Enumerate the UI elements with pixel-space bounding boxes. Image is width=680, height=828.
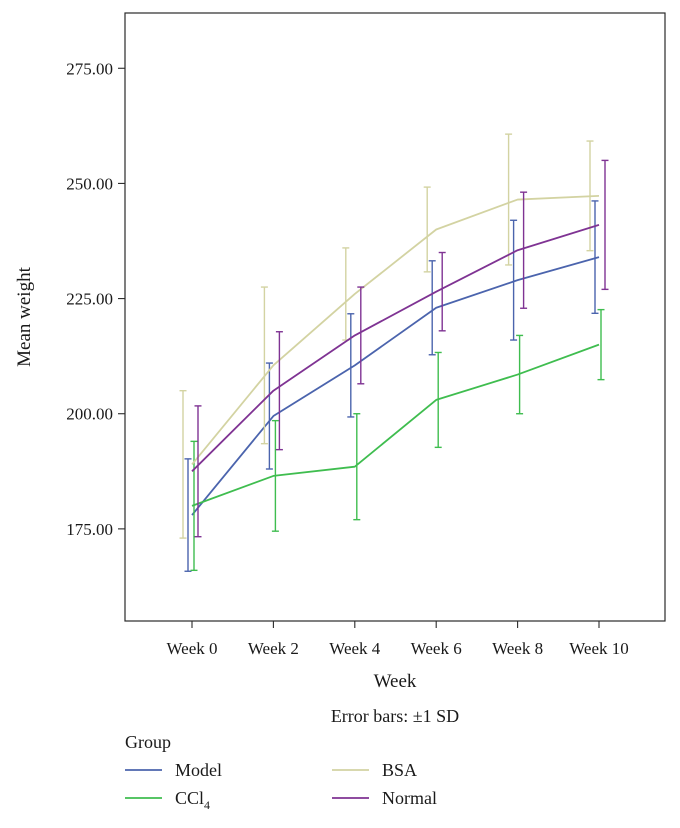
legend-item: BSA xyxy=(332,760,417,780)
x-axis-title: Week xyxy=(374,671,417,692)
y-tick-label: 250.00 xyxy=(66,174,113,193)
error-bar xyxy=(510,219,518,341)
series-normal xyxy=(191,159,609,538)
series-line xyxy=(191,343,600,507)
error-bar xyxy=(275,331,283,451)
error-bar xyxy=(347,313,355,418)
plot-area-frame xyxy=(124,12,666,622)
legend-item: CCl4 xyxy=(125,788,210,812)
y-tick-label: 175.00 xyxy=(66,520,113,539)
error-bar xyxy=(423,186,431,273)
legend-item: Model xyxy=(125,760,222,780)
x-tick-label: Week 4 xyxy=(329,639,381,658)
error-bar xyxy=(591,200,599,315)
legend-label: Model xyxy=(175,760,222,780)
series-bsa xyxy=(179,133,600,539)
series-line xyxy=(191,194,600,465)
x-tick-label: Week 0 xyxy=(166,639,217,658)
error-bar xyxy=(179,389,187,539)
error-bar xyxy=(428,260,436,356)
y-tick-label: 200.00 xyxy=(66,405,113,424)
series-line xyxy=(191,224,600,472)
series-ccl xyxy=(190,308,605,572)
error-bar xyxy=(184,458,192,572)
error-bar xyxy=(438,251,446,332)
series-line xyxy=(191,256,600,516)
x-tick-label: Week 8 xyxy=(492,639,543,658)
error-bar xyxy=(597,308,605,381)
error-bar xyxy=(342,247,350,341)
x-axis: Week 0 Week 2 Week 4 Week 6 Week 8 Week 10 xyxy=(166,621,629,658)
legend: Group Model BSA CCl4 Normal xyxy=(125,732,437,812)
error-bar xyxy=(265,362,273,470)
error-bar xyxy=(505,133,513,266)
x-tick-label: Week 6 xyxy=(411,639,462,658)
legend-label: BSA xyxy=(382,760,417,780)
series-model xyxy=(184,200,600,572)
error-bar xyxy=(194,405,202,538)
error-bars-note: Error bars: ±1 SD xyxy=(331,706,459,726)
error-bar xyxy=(520,191,528,309)
legend-title: Group xyxy=(125,732,171,752)
x-tick-label: Week 2 xyxy=(248,639,299,658)
y-axis-title: Mean weight xyxy=(14,266,35,366)
legend-label: Normal xyxy=(382,788,437,808)
error-bar xyxy=(357,286,365,385)
y-tick-label: 225.00 xyxy=(66,290,113,309)
y-tick-label: 275.00 xyxy=(66,59,113,78)
series-layer xyxy=(179,133,609,572)
error-bar xyxy=(260,286,268,445)
y-axis: 175.00 200.00 225.00 250.00 275.00 xyxy=(66,59,125,539)
legend-item: Normal xyxy=(332,788,437,808)
legend-label: CCl4 xyxy=(175,788,210,812)
error-bar xyxy=(353,413,361,521)
x-tick-label: Week 10 xyxy=(569,639,629,658)
error-bar xyxy=(601,159,609,291)
